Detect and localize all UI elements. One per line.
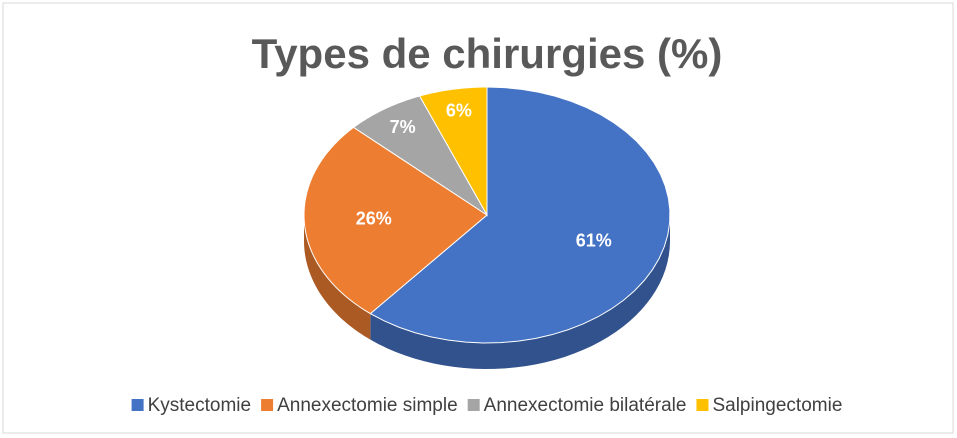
legend-label: Annexectomie simple — [277, 395, 458, 416]
pie-slice — [303, 126, 488, 315]
legend-label: Annexectomie bilatérale — [484, 395, 687, 416]
legend-label: Salpingectomie — [712, 395, 842, 416]
data-label: 26% — [356, 209, 392, 229]
legend-swatch — [467, 399, 480, 411]
legend-label: Kystectomie — [148, 395, 251, 416]
pie-slice — [418, 86, 488, 217]
slice-side — [370, 215, 670, 369]
data-label: 61% — [576, 231, 612, 251]
chart-title: Types de chirurgies (%) — [252, 30, 723, 77]
slice-side — [304, 215, 371, 340]
legend-swatch — [131, 399, 144, 411]
pie-slice — [369, 86, 671, 344]
data-label: 6% — [446, 101, 472, 121]
legend-swatch — [696, 399, 709, 411]
data-label: 7% — [390, 117, 416, 137]
legend-swatch — [261, 399, 274, 411]
pie-slice — [352, 95, 488, 216]
